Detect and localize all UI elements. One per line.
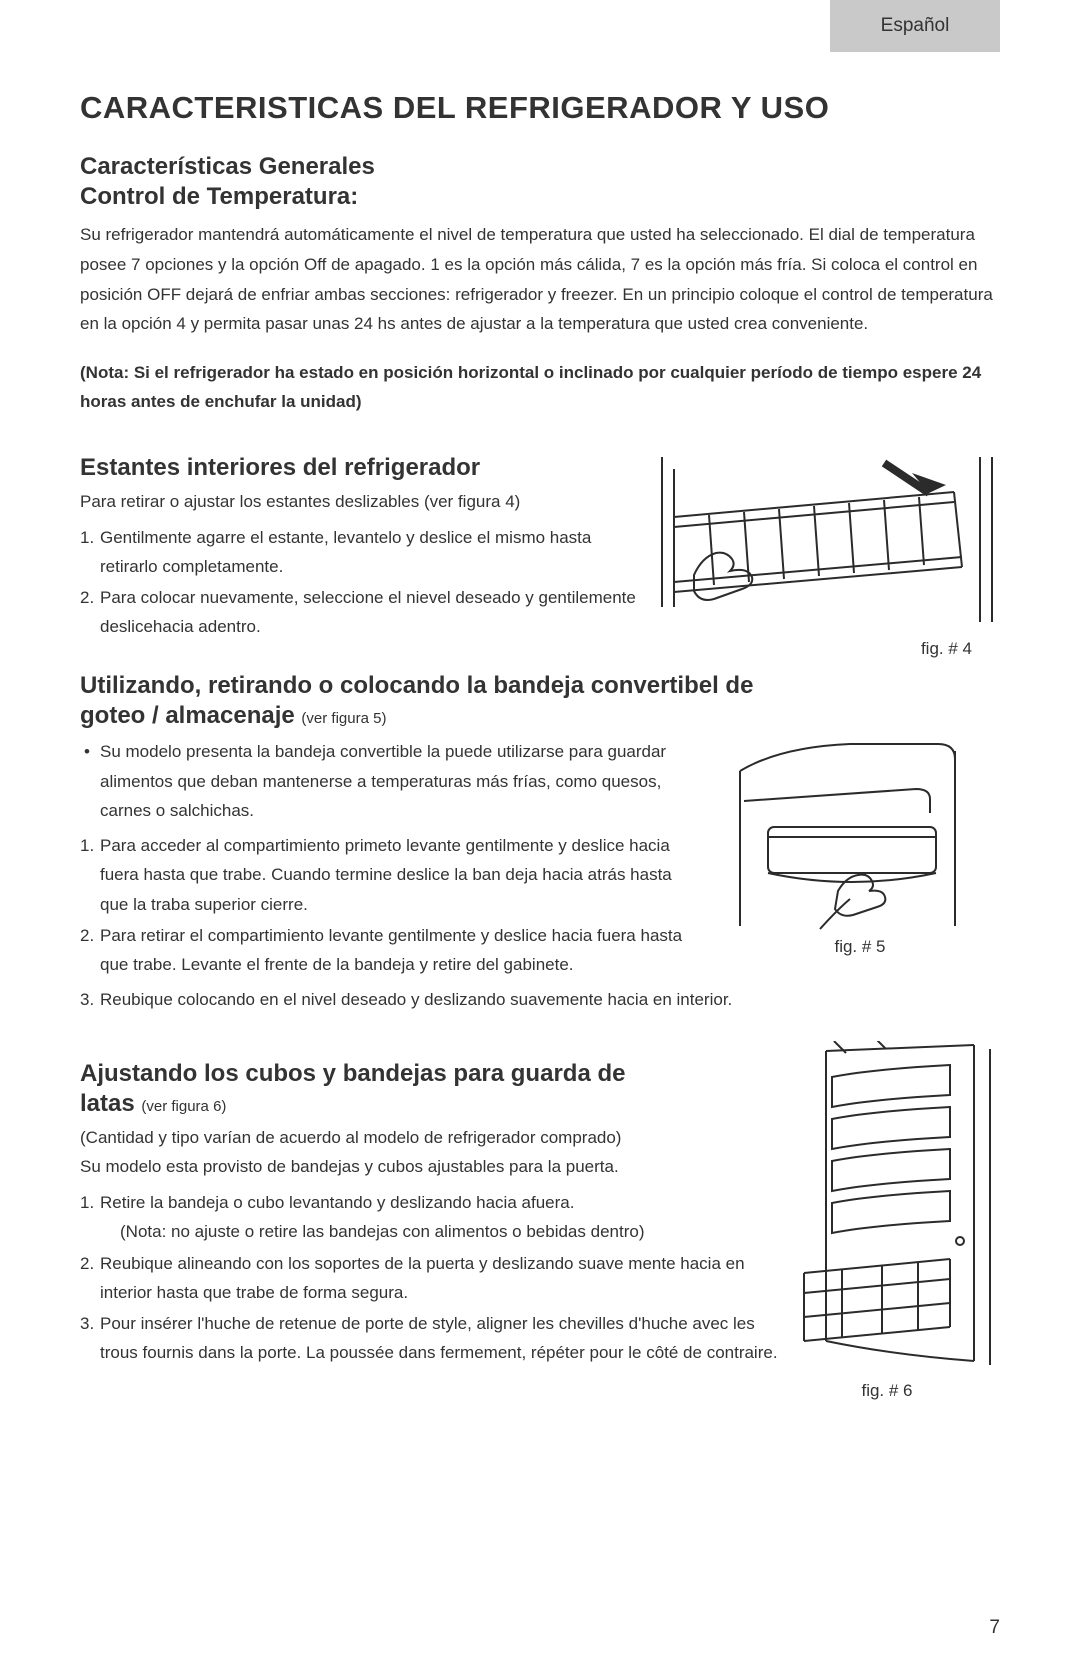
list-item: 2.Para colocar nuevamente, seleccione el… — [80, 583, 640, 641]
list-item: 2.Para retirar el compartimiento levante… — [80, 921, 700, 979]
figure-6: fig. # 6 — [774, 1041, 1000, 1401]
page-number: 7 — [989, 1617, 1000, 1639]
sec3-title-l1: Utilizando, retirando o colocando la ban… — [80, 672, 753, 699]
sec3-steps-wide: 3. Reubique colocando en el nivel deseado… — [80, 985, 980, 1014]
sec3-steps: 1.Para acceder al compartimiento primeto… — [80, 831, 700, 979]
sec2-lead: Para retirar o ajustar los estantes desl… — [80, 487, 640, 517]
list-item: 3.Pour insérer l'huche de retenue de por… — [80, 1309, 780, 1367]
fig4-caption: fig. # 4 — [654, 639, 1000, 659]
sec4-lead1: (Cantidad y tipo varían de acuerdo al mo… — [80, 1123, 780, 1153]
tray-illustration — [720, 741, 1000, 931]
page: Español CARACTERISTICAS DEL REFRIGERADOR… — [0, 0, 1080, 1669]
step-text: Reubique alineando con los soportes de l… — [100, 1254, 745, 1302]
step-number: 1. — [80, 1188, 94, 1217]
step-number: 1. — [80, 831, 94, 860]
page-title: CARACTERISTICAS DEL REFRIGERADOR Y USO — [80, 90, 1000, 126]
step-number: 2. — [80, 583, 94, 612]
figure-5: fig. # 5 — [720, 741, 1000, 957]
sec3-ref: (ver figura 5) — [301, 710, 386, 727]
step-text: Para colocar nuevamente, seleccione el n… — [100, 588, 636, 636]
list-item: 1. Retire la bandeja o cubo levantando y … — [80, 1188, 780, 1246]
section-title-tray: Utilizando, retirando o colocando la ban… — [80, 671, 1000, 731]
sec2-steps: 1.Gentilmente agarre el estante, levante… — [80, 523, 640, 642]
sec4-title-l1: Ajustando los cubos y bandejas para guar… — [80, 1060, 625, 1087]
sec4-steps: 1. Retire la bandeja o cubo levantando y … — [80, 1188, 780, 1367]
step-text: Para acceder al compartimiento primeto l… — [100, 836, 672, 913]
step-text: Retire la bandeja o cubo levantando y de… — [100, 1193, 574, 1212]
section-tray: Utilizando, retirando o colocando la ban… — [80, 671, 1000, 1014]
step-text: Para retirar el compartimiento levante g… — [100, 926, 682, 974]
section-shelves: Estantes interiores del refrigerador Par… — [80, 453, 1000, 642]
sec3-bullets: • Su modelo presenta la bandeja convertib… — [80, 737, 700, 825]
note-paragraph: (Nota: Si el refrigerador ha estado en p… — [80, 359, 1000, 417]
bullet-text: Su modelo presenta la bandeja convertibl… — [100, 742, 666, 819]
sec3-title-l2: goteo / almacenaje — [80, 702, 295, 729]
bullet-icon: • — [84, 737, 90, 766]
list-item: 1.Gentilmente agarre el estante, levante… — [80, 523, 640, 581]
section-shelves-text: Para retirar o ajustar los estantes desl… — [80, 487, 640, 642]
language-label: Español — [881, 15, 950, 37]
sec4-step1-note: (Nota: no ajuste o retire las bandejas c… — [100, 1217, 780, 1246]
shelf-illustration — [654, 457, 1000, 633]
sec4-lead2: Su modelo esta provisto de bandejas y cu… — [80, 1152, 780, 1182]
step-number: 2. — [80, 921, 94, 950]
step-number: 2. — [80, 1249, 94, 1278]
fig6-caption: fig. # 6 — [774, 1381, 1000, 1401]
section-doorbins: Ajustando los cubos y bandejas para guar… — [80, 1059, 1000, 1368]
intro-paragraph: Su refrigerador mantendrá automáticament… — [80, 220, 1000, 339]
sec4-ref: (ver figura 6) — [141, 1098, 226, 1115]
list-item: 2.Reubique alineando con los soportes de… — [80, 1249, 780, 1307]
list-item: • Su modelo presenta la bandeja convertib… — [80, 737, 700, 825]
fig5-caption: fig. # 5 — [720, 937, 1000, 957]
section-tray-text: • Su modelo presenta la bandeja convertib… — [80, 737, 700, 979]
list-item: 1.Para acceder al compartimiento primeto… — [80, 831, 700, 919]
subtitle: Características Generales Control de Tem… — [80, 152, 1000, 212]
step-number: 1. — [80, 523, 94, 552]
sec4-title-l2: latas — [80, 1090, 135, 1117]
step-number: 3. — [80, 1309, 94, 1338]
list-item: 3. Reubique colocando en el nivel deseado… — [80, 985, 980, 1014]
subtitle-line1: Características Generales — [80, 153, 375, 180]
figure-4: fig. # 4 — [654, 457, 1000, 659]
step-number: 3. — [80, 985, 94, 1014]
step-text: Reubique colocando en el nivel deseado y… — [100, 990, 732, 1009]
language-tab: Español — [830, 0, 1000, 52]
subtitle-line2: Control de Temperatura: — [80, 183, 358, 210]
section-doorbins-text: (Cantidad y tipo varían de acuerdo al mo… — [80, 1123, 780, 1368]
step-text: Gentilmente agarre el estante, levantelo… — [100, 528, 591, 576]
step-text: Pour insérer l'huche de retenue de porte… — [100, 1314, 778, 1362]
door-bins-illustration — [774, 1041, 1000, 1375]
